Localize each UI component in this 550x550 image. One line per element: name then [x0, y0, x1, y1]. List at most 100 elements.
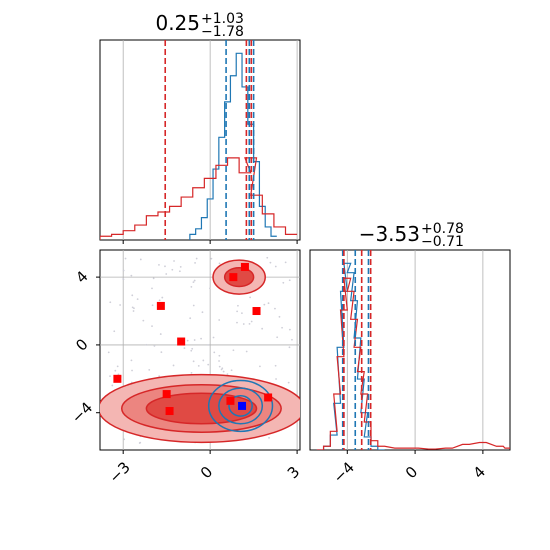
bl-sample-point — [190, 371, 193, 374]
bl-sample-point — [136, 298, 139, 301]
bl-ytick-label: −4 — [68, 399, 96, 427]
bl-sample-point — [207, 344, 209, 346]
bl-sample-point — [114, 369, 117, 372]
bl-sample-point — [145, 343, 148, 346]
bl-sample-point — [179, 265, 182, 268]
bl-sample-point — [193, 339, 196, 341]
bl-sample-point — [232, 349, 235, 352]
bl-blue-square-marker — [238, 401, 247, 410]
bl-sample-point — [202, 359, 205, 362]
panel-bottom-right-title-main: −3.53 — [359, 222, 420, 246]
bl-sample-point — [269, 261, 272, 264]
bl-sample-point — [288, 279, 291, 282]
bl-xtick-label: −3 — [105, 458, 133, 486]
bl-sample-point — [132, 310, 135, 312]
bl-sample-point — [111, 384, 114, 387]
bl-sample-point — [158, 264, 160, 266]
bl-sample-point — [275, 378, 277, 380]
bl-sample-point — [160, 351, 163, 354]
bl-sample-point — [107, 351, 110, 354]
bl-sample-point — [113, 330, 116, 333]
bl-sample-point — [123, 438, 126, 441]
bl-sample-point — [218, 360, 220, 362]
panel-bottom-right-title-sub: −0.71 — [421, 234, 464, 250]
bl-sample-point — [183, 347, 186, 350]
bl-red-square-marker — [229, 273, 238, 282]
bl-sample-point — [131, 369, 133, 372]
bl-sample-point — [261, 327, 264, 330]
bl-red-square-marker — [165, 407, 174, 416]
bl-sample-point — [263, 303, 266, 306]
bl-sample-point — [192, 304, 195, 307]
panel-bottom-right-xticks: −4 0 4 — [330, 450, 489, 487]
bl-sample-point — [122, 278, 125, 280]
panel-top-left-histograms — [100, 52, 298, 240]
bl-sample-point — [210, 257, 213, 260]
bl-sample-point — [282, 281, 285, 284]
bl-sample-point — [230, 369, 233, 372]
bl-sample-point — [131, 306, 134, 309]
bl-sample-point — [266, 256, 269, 259]
bl-sample-point — [250, 320, 253, 323]
bl-sample-point — [122, 269, 125, 272]
bl-sample-point — [190, 286, 193, 288]
bl-sample-point — [158, 299, 161, 302]
bl-sample-point — [242, 323, 245, 325]
bl-sample-point — [119, 304, 122, 306]
bl-red-square-marker — [240, 262, 249, 271]
br-tick-label: 0 — [402, 463, 421, 482]
bl-sample-point — [218, 354, 221, 357]
bl-sample-point — [151, 304, 154, 307]
br-histogram-series-1 — [316, 277, 510, 450]
bl-sample-point — [268, 436, 270, 439]
bl-sample-point — [291, 338, 293, 341]
panel-top-left-title-main: 0.25 — [155, 11, 200, 35]
bl-sample-point — [192, 360, 195, 363]
bl-sample-point — [109, 375, 111, 378]
bl-xtick-label: 0 — [197, 463, 216, 482]
bl-sample-point — [236, 321, 238, 324]
bl-sample-point — [161, 296, 164, 299]
panel-bottom-right-grid — [346, 250, 484, 450]
bl-sample-point — [220, 368, 223, 371]
panel-bottom-right: −4 0 4 −3.53 +0.78 −0.71 — [309, 221, 511, 487]
tl-histogram-series-0 — [189, 52, 277, 240]
bl-sample-point — [288, 346, 291, 349]
bl-sample-point — [152, 277, 155, 280]
bl-sample-point — [153, 345, 156, 347]
bl-sample-point — [218, 319, 221, 321]
bl-sample-point — [151, 325, 153, 328]
bl-sample-point — [172, 364, 175, 367]
bl-sample-point — [131, 294, 134, 297]
bl-sample-point — [207, 363, 210, 366]
bl-sample-point — [194, 262, 196, 264]
bl-sample-point — [274, 307, 276, 310]
bl-sample-point — [197, 365, 200, 367]
bl-sample-point — [189, 317, 192, 320]
bl-sample-point — [164, 265, 166, 268]
bl-sample-point — [208, 287, 211, 290]
bl-sample-point — [213, 351, 216, 354]
bl-sample-point — [193, 279, 196, 282]
bl-red-square-marker — [177, 337, 186, 346]
bl-sample-point — [151, 287, 153, 290]
bl-sample-point — [212, 336, 215, 339]
bl-red-square-marker — [226, 396, 235, 405]
bl-sample-point — [287, 381, 290, 384]
panel-bottom-left-markers — [113, 262, 273, 416]
bl-sample-point — [274, 364, 277, 367]
bl-red-square-marker — [162, 390, 171, 399]
panel-top-left-frame — [99, 39, 301, 241]
bl-sample-point — [209, 273, 212, 276]
bl-sample-point — [109, 301, 112, 304]
bl-red-square-marker — [252, 307, 261, 316]
bl-red-square-marker — [264, 393, 273, 402]
bl-sample-point — [159, 333, 162, 335]
bl-sample-point — [259, 365, 261, 368]
bl-sample-point — [278, 315, 281, 318]
bl-sample-point — [274, 265, 277, 268]
bl-sample-point — [226, 373, 229, 376]
bl-xtick-label: 3 — [284, 463, 303, 482]
